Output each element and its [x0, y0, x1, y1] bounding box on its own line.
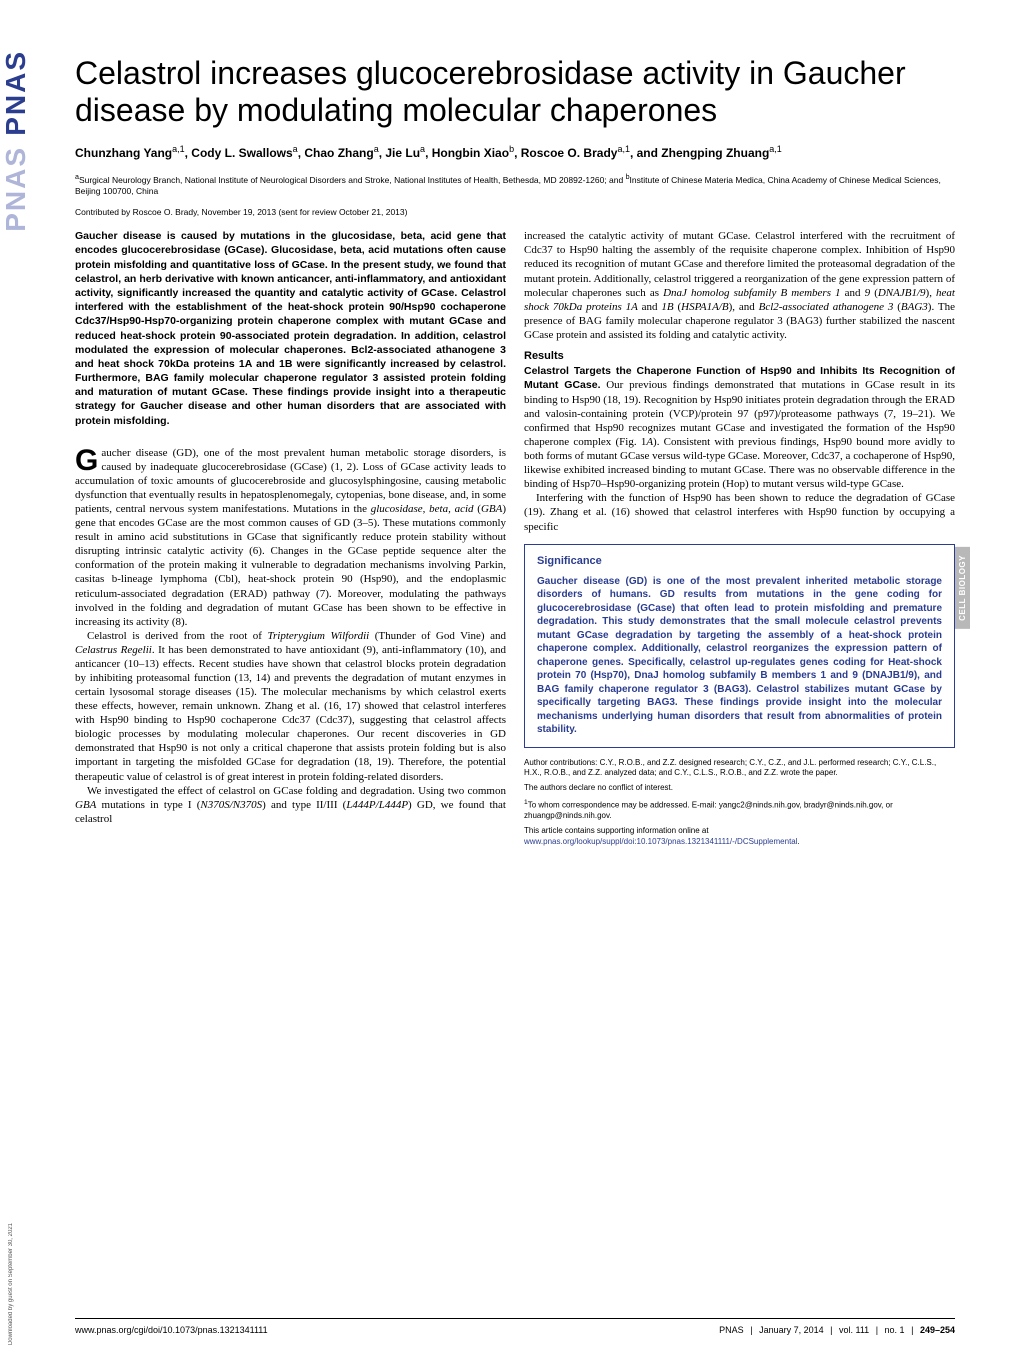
- separator-icon: |: [830, 1325, 832, 1335]
- footer-issue: no. 1: [885, 1325, 905, 1335]
- body-right-intro: increased the catalytic activity of muta…: [524, 229, 955, 342]
- results-heading: Results: [524, 350, 955, 362]
- footer-volume: vol. 111: [839, 1325, 869, 1335]
- footer-journal: PNAS: [719, 1325, 744, 1335]
- two-column-layout: Gaucher disease is caused by mutations i…: [75, 229, 955, 852]
- footer-pages: 249–254: [920, 1325, 955, 1335]
- body-left: Gaucher disease (GD), one of the most pr…: [75, 446, 506, 826]
- correspondence: 1To whom correspondence may be addressed…: [524, 799, 955, 821]
- page-footer: www.pnas.org/cgi/doi/10.1073/pnas.132134…: [75, 1318, 955, 1335]
- results-sub1-text: Our previous findings demonstrated that …: [524, 379, 955, 490]
- results-body: Celastrol Targets the Chaperone Function…: [524, 364, 955, 534]
- pnas-logo-faded: PNAS: [0, 146, 32, 232]
- page-content: Celastrol increases glucocerebrosidase a…: [75, 55, 955, 852]
- downloaded-note: Downloaded by guest on September 30, 202…: [8, 1223, 14, 1345]
- separator-icon: |: [911, 1325, 913, 1335]
- supplemental-info: This article contains supporting informa…: [524, 826, 955, 847]
- footer-doi: www.pnas.org/cgi/doi/10.1073/pnas.132134…: [75, 1325, 268, 1335]
- significance-box: Significance Gaucher disease (GD) is one…: [524, 544, 955, 748]
- right-column: increased the catalytic activity of muta…: [524, 229, 955, 852]
- significance-title: Significance: [537, 555, 942, 567]
- article-title: Celastrol increases glucocerebrosidase a…: [75, 55, 955, 129]
- author-contributions: Author contributions: C.Y., R.O.B., and …: [524, 758, 955, 779]
- footer-date: January 7, 2014: [759, 1325, 824, 1335]
- category-side-label: CELL BIOLOGY: [955, 547, 970, 629]
- separator-icon: |: [876, 1325, 878, 1335]
- footnotes: Author contributions: C.Y., R.O.B., and …: [524, 758, 955, 847]
- left-column: Gaucher disease is caused by mutations i…: [75, 229, 506, 852]
- separator-icon: |: [750, 1325, 752, 1335]
- affiliations: aSurgical Neurology Branch, National Ins…: [75, 173, 955, 197]
- authors: Chunzhang Yanga,1, Cody L. Swallowsa, Ch…: [75, 143, 955, 162]
- conflict-statement: The authors declare no conflict of inter…: [524, 783, 955, 793]
- pnas-sidebar: PNAS PNAS: [0, 0, 32, 1365]
- significance-text: Gaucher disease (GD) is one of the most …: [537, 575, 942, 737]
- pnas-logo: PNAS: [0, 50, 32, 136]
- results-para2: Interfering with the function of Hsp90 h…: [524, 491, 955, 533]
- footer-citation: PNAS | January 7, 2014 | vol. 111 | no. …: [719, 1325, 955, 1335]
- contributed-line: Contributed by Roscoe O. Brady, November…: [75, 207, 955, 217]
- abstract: Gaucher disease is caused by mutations i…: [75, 229, 506, 427]
